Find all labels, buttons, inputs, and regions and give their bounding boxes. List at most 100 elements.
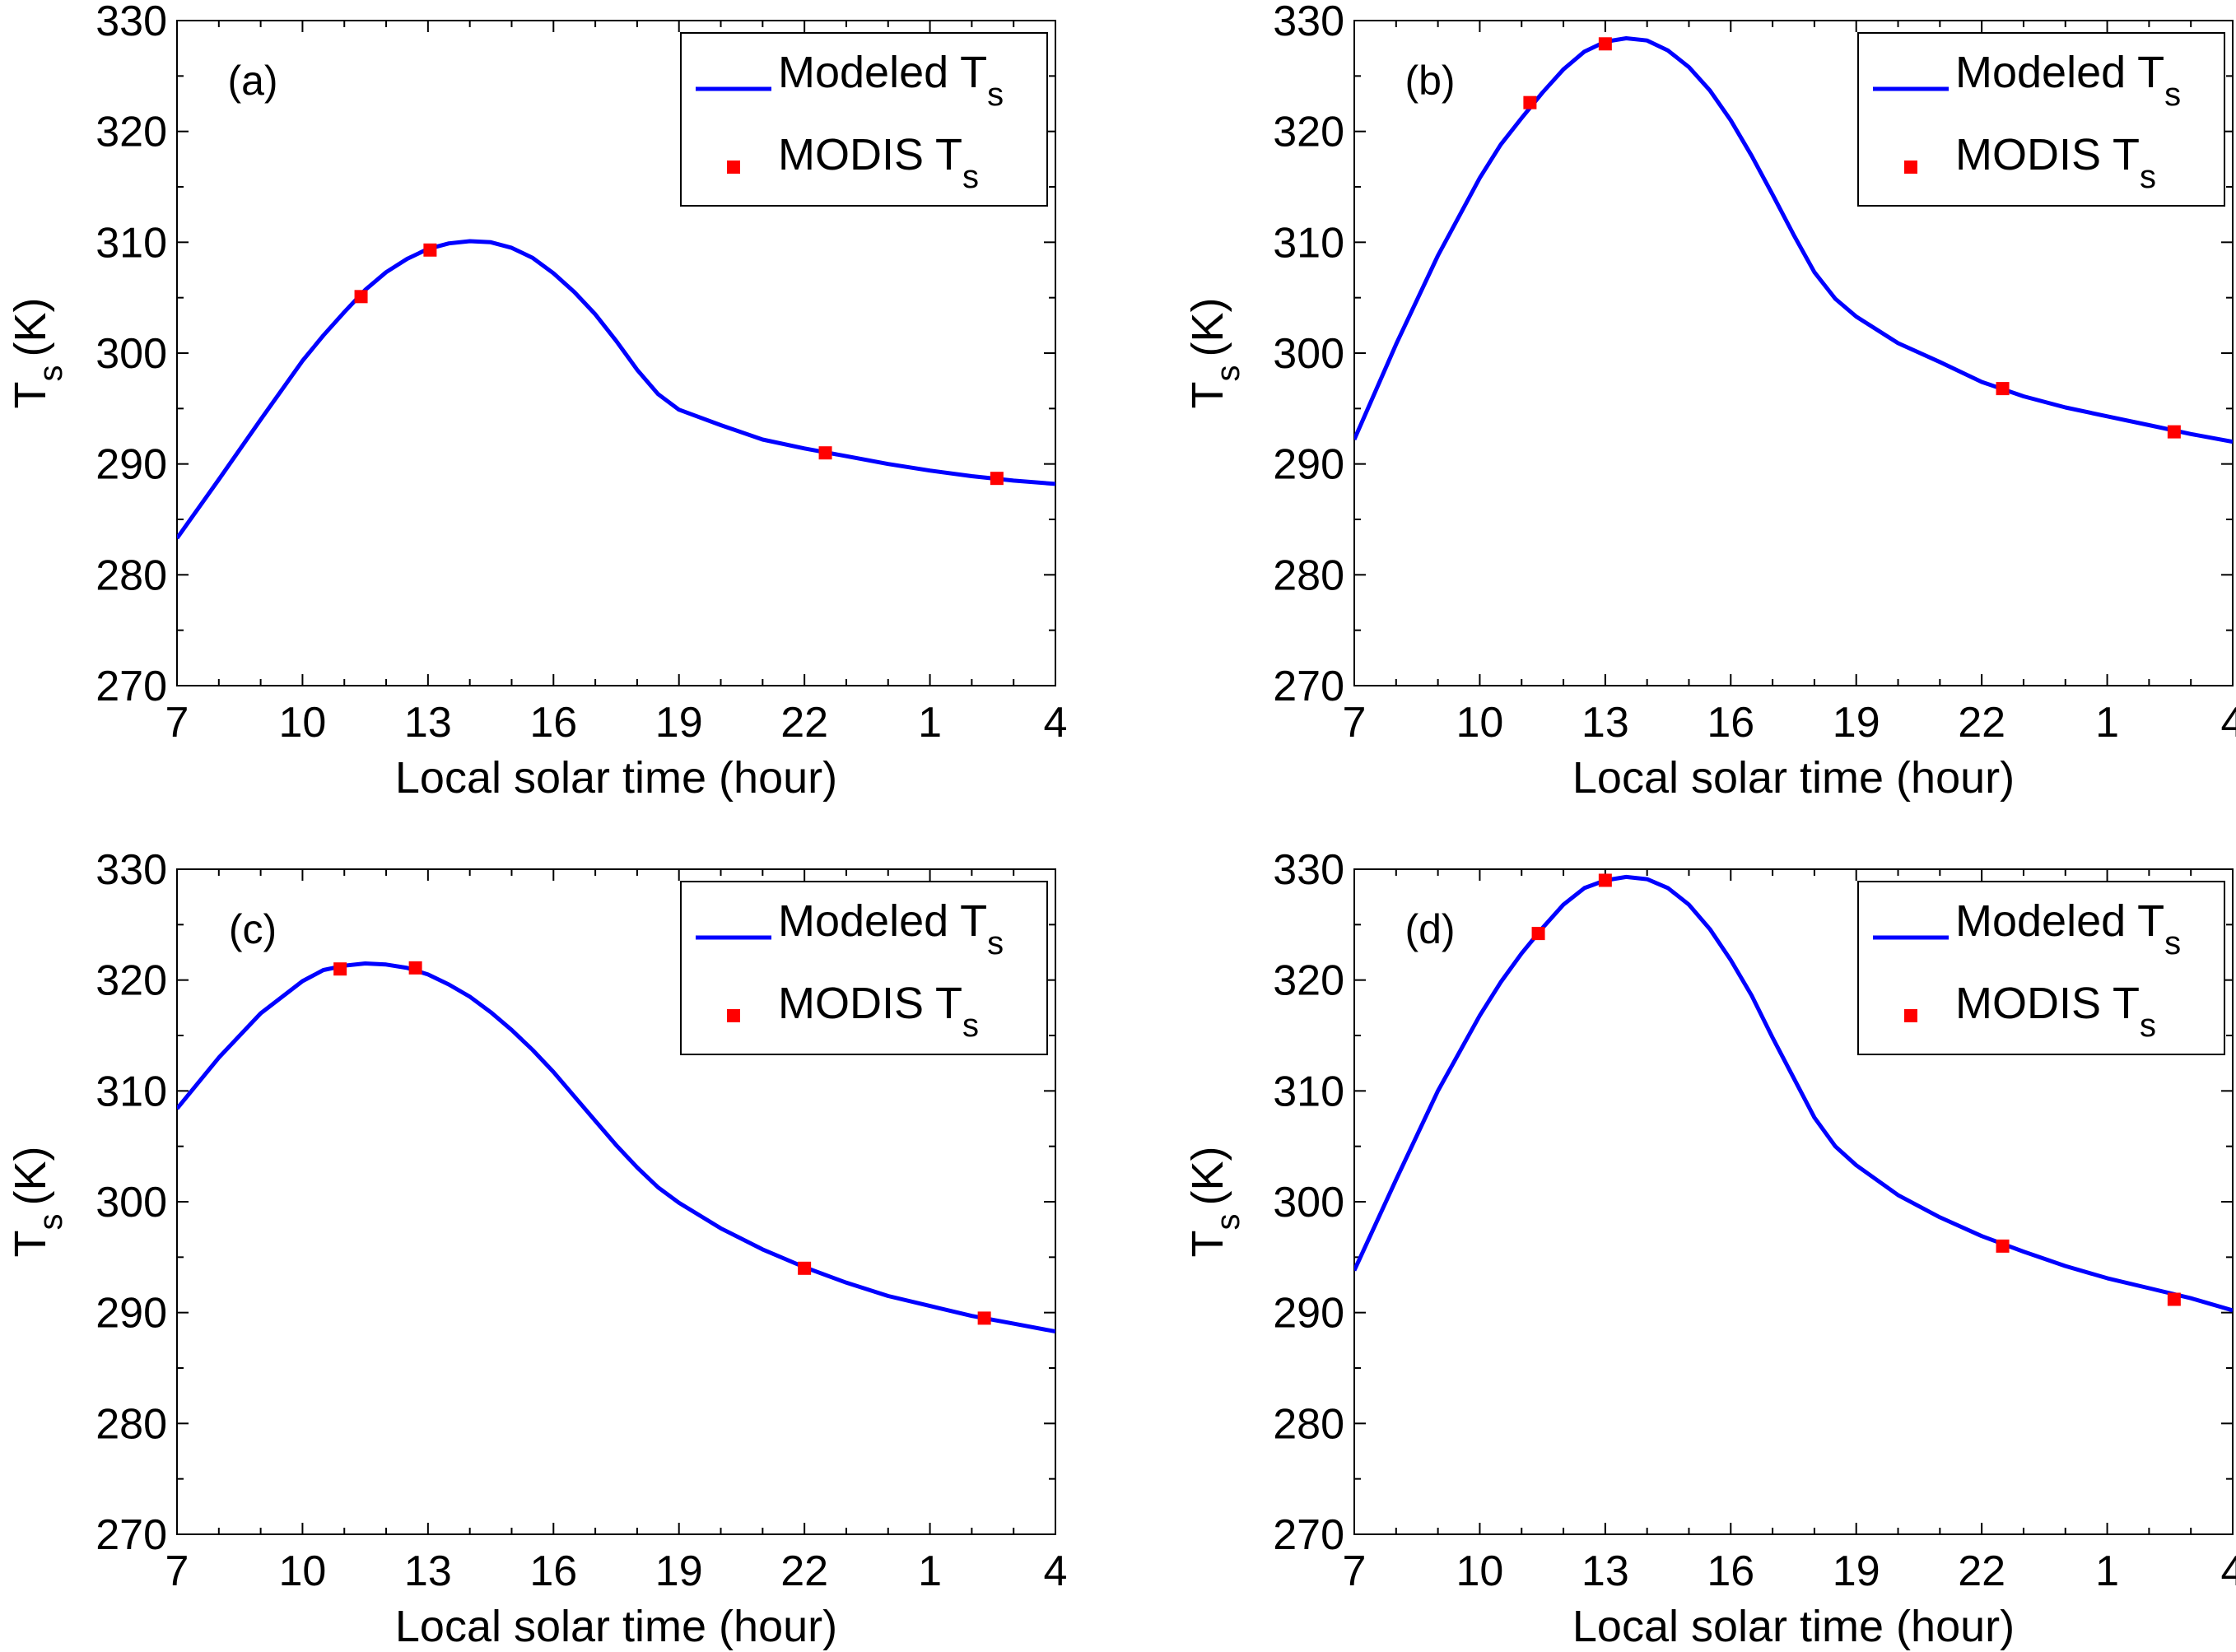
panel-label: (b) xyxy=(1404,58,1455,104)
legend-modeled-label: Modeled Ts xyxy=(778,48,1004,113)
x-tick-label: 7 xyxy=(1343,1547,1367,1595)
y-axis-label: Ts (K) xyxy=(6,298,69,409)
y-tick-label: 330 xyxy=(95,0,167,45)
legend-modis-label: MODIS Ts xyxy=(778,979,979,1044)
chart-panel: 270 280 290 300 310 320 330 7 10 13 16 19 22 1 4 Local … xyxy=(6,846,1067,1651)
chart-panel: 270 280 290 300 310 320 330 7 10 13 16 19 22 1 4 Local … xyxy=(1183,846,2236,1651)
y-tick-label: 290 xyxy=(1273,441,1344,489)
x-tick-label: 16 xyxy=(1707,1547,1754,1595)
x-tick-label: 16 xyxy=(1707,699,1754,747)
x-tick-label: 1 xyxy=(918,1547,942,1595)
x-tick-label: 22 xyxy=(780,1547,828,1595)
chart-panel: 270 280 290 300 310 320 330 7 10 13 16 19 22 1 4 Local … xyxy=(1183,0,2236,803)
y-tick-label: 300 xyxy=(1273,1179,1344,1226)
y-tick-label: 270 xyxy=(1273,1511,1344,1559)
y-axis-label-sub: s xyxy=(33,1213,69,1230)
y-tick-label: 280 xyxy=(95,1400,167,1448)
x-tick-label: 4 xyxy=(1044,1547,1068,1595)
modis-ts-point xyxy=(798,1261,812,1275)
modis-ts-point xyxy=(977,1311,991,1325)
y-axis-label: Ts (K) xyxy=(1183,298,1246,409)
x-tick-label: 13 xyxy=(1582,1547,1629,1595)
modis-ts-point xyxy=(818,446,832,460)
y-axis-label-main: T xyxy=(6,1230,55,1257)
x-tick-label: 22 xyxy=(1958,1547,2005,1595)
y-tick-label: 290 xyxy=(1273,1290,1344,1338)
x-tick-label: 1 xyxy=(918,699,942,747)
x-tick-label: 7 xyxy=(165,699,189,747)
y-tick-label: 270 xyxy=(95,663,167,710)
modis-ts-point xyxy=(1598,37,1612,51)
y-tick-label: 310 xyxy=(1273,219,1344,267)
legend-box xyxy=(680,32,1048,207)
y-tick-label: 300 xyxy=(95,1179,167,1226)
x-tick-label: 10 xyxy=(1456,1547,1504,1595)
y-tick-label: 320 xyxy=(95,109,167,156)
y-axis-label-unit: (K) xyxy=(1183,1147,1232,1206)
y-tick-label: 330 xyxy=(1273,0,1344,45)
modis-ts-point xyxy=(1996,382,2010,396)
y-tick-label: 280 xyxy=(95,551,167,599)
legend-marker-swatch xyxy=(1904,1009,1917,1022)
y-tick-label: 270 xyxy=(1273,663,1344,710)
legend-marker-swatch xyxy=(727,161,740,174)
x-tick-label: 13 xyxy=(1582,699,1629,747)
modeled-ts-line xyxy=(1354,874,2233,1313)
y-tick-label: 280 xyxy=(1273,1400,1344,1448)
modis-ts-point xyxy=(1598,873,1612,887)
y-axis-label-unit: (K) xyxy=(6,298,55,357)
panel-label: (d) xyxy=(1404,906,1455,952)
x-tick-label: 10 xyxy=(1456,699,1504,747)
legend-modeled-label: Modeled Ts xyxy=(1955,48,2181,113)
y-axis-label-sub: s xyxy=(1210,365,1246,381)
x-axis-label: Local solar time (hour) xyxy=(395,753,837,803)
legend-marker-swatch xyxy=(727,1009,740,1022)
x-tick-label: 10 xyxy=(279,699,327,747)
x-tick-label: 7 xyxy=(165,1547,189,1595)
modis-ts-point xyxy=(354,290,368,304)
chart-panel: 270 280 290 300 310 320 330 7 10 13 16 19 22 1 4 Local … xyxy=(6,0,1067,803)
x-tick-label: 13 xyxy=(404,699,452,747)
y-tick-label: 300 xyxy=(1273,330,1344,378)
x-tick-label: 4 xyxy=(2221,1547,2236,1595)
modeled-ts-line xyxy=(177,239,1055,540)
modis-ts-point xyxy=(1523,95,1537,109)
modis-ts-point xyxy=(1996,1239,2010,1253)
y-tick-label: 320 xyxy=(1273,957,1344,1005)
y-tick-label: 290 xyxy=(95,441,167,489)
x-tick-label: 19 xyxy=(1833,1547,1880,1595)
x-tick-label: 16 xyxy=(529,1547,577,1595)
x-tick-label: 22 xyxy=(1958,699,2005,747)
x-axis-label: Local solar time (hour) xyxy=(395,1602,837,1651)
modis-ts-point xyxy=(408,961,422,975)
y-tick-label: 290 xyxy=(95,1290,167,1338)
x-axis-label: Local solar time (hour) xyxy=(1572,753,2015,803)
modis-ts-point xyxy=(423,243,437,257)
y-tick-label: 320 xyxy=(95,957,167,1005)
x-tick-label: 4 xyxy=(2221,699,2236,747)
modis-ts-point xyxy=(1531,927,1545,941)
y-tick-label: 330 xyxy=(1273,846,1344,894)
x-tick-label: 22 xyxy=(780,699,828,747)
y-axis-label-unit: (K) xyxy=(1183,298,1232,357)
x-axis-label: Local solar time (hour) xyxy=(1572,1602,2015,1651)
x-tick-label: 10 xyxy=(279,1547,327,1595)
x-tick-label: 4 xyxy=(1044,699,1068,747)
y-axis-label-main: T xyxy=(6,381,55,408)
legend-marker-swatch xyxy=(1904,161,1917,174)
y-axis-label: Ts (K) xyxy=(6,1147,69,1258)
y-tick-label: 320 xyxy=(1273,109,1344,156)
y-tick-label: 300 xyxy=(95,330,167,378)
y-tick-label: 310 xyxy=(95,1068,167,1115)
panel-label: (c) xyxy=(229,906,277,952)
y-tick-label: 310 xyxy=(1273,1068,1344,1115)
modis-ts-point xyxy=(2167,1292,2181,1306)
y-axis-label-main: T xyxy=(1183,1230,1232,1257)
legend-modeled-label: Modeled Ts xyxy=(1955,896,2181,961)
legend-modis-label: MODIS Ts xyxy=(1955,130,2156,195)
legend-box xyxy=(1857,32,2225,207)
y-axis-label-sub: s xyxy=(1210,1213,1246,1230)
modeled-ts-line xyxy=(1354,36,2233,444)
x-tick-label: 1 xyxy=(2095,1547,2119,1595)
